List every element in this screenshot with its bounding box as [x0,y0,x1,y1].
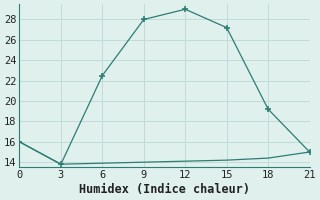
X-axis label: Humidex (Indice chaleur): Humidex (Indice chaleur) [79,183,250,196]
